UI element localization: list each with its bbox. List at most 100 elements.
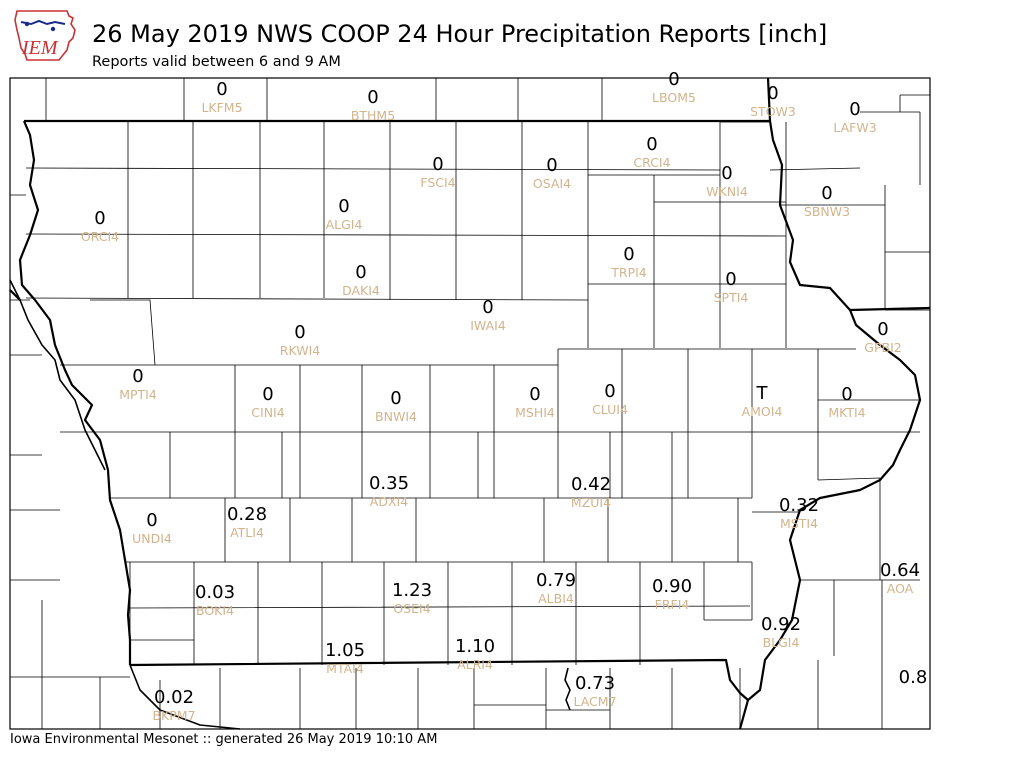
station-id: RKWI4 <box>280 343 320 358</box>
station-id: LKFM5 <box>201 100 242 115</box>
station-id: IWAI4 <box>470 318 506 333</box>
station-id: STOW3 <box>750 104 796 119</box>
station-id: MZUI4 <box>571 495 611 510</box>
station-id: UNDI4 <box>132 531 172 546</box>
station-id: LBOM5 <box>652 90 696 105</box>
station-value: 0 <box>646 134 657 155</box>
map-subtitle: Reports valid between 6 and 9 AM <box>92 54 341 70</box>
station-value: T <box>756 383 769 404</box>
station-id: GPBI2 <box>864 340 901 355</box>
station-value: 0 <box>390 388 401 409</box>
station-id: BTHM5 <box>351 108 395 123</box>
station-value: 0.8 <box>899 667 928 688</box>
station-value: 0.79 <box>536 570 576 591</box>
station-id: BOKI4 <box>196 603 234 618</box>
station-value: 0 <box>94 208 105 229</box>
station-value: 0 <box>721 163 732 184</box>
iem-logo: IEM <box>14 10 76 61</box>
state-boundaries <box>9 77 931 730</box>
station-id: OSEI4 <box>393 601 430 616</box>
map-title: 26 May 2019 NWS COOP 24 Hour Precipitati… <box>92 20 828 48</box>
station-id: ALGI4 <box>326 217 363 232</box>
station-value: 0 <box>821 183 832 204</box>
station-value: 0 <box>546 155 557 176</box>
station-value: 0 <box>432 154 443 175</box>
station-value: 0 <box>482 297 493 318</box>
station-value: 1.05 <box>325 640 365 661</box>
station-id: ORCI4 <box>81 229 119 244</box>
station-value: 0 <box>216 79 227 100</box>
station-value: 1.23 <box>392 580 432 601</box>
station-id: CLUI4 <box>592 402 628 417</box>
station-value: 0 <box>529 384 540 405</box>
rivers <box>9 279 571 730</box>
station-id: BNWI4 <box>375 409 417 424</box>
station-value: 0.73 <box>575 673 615 694</box>
station-id: CRCI4 <box>633 155 670 170</box>
station-id: MPTI4 <box>119 387 157 402</box>
station-value: 0.42 <box>571 474 611 495</box>
station-value: 0 <box>668 69 679 90</box>
svg-text:IEM: IEM <box>21 37 59 59</box>
station-value: 0 <box>604 381 615 402</box>
station-id: BKPM7 <box>152 708 195 723</box>
station-value: 0.03 <box>195 582 235 603</box>
county-boundaries <box>10 78 930 729</box>
station-value: 0.32 <box>779 495 819 516</box>
station-value: 0.90 <box>652 576 692 597</box>
station-value: 0 <box>262 384 273 405</box>
station-id: CINI4 <box>251 405 284 420</box>
station-id: ATLI4 <box>230 525 264 540</box>
station-value: 0.35 <box>369 473 409 494</box>
station-id: MKTI4 <box>828 405 865 420</box>
station-id: ALRI4 <box>457 657 493 672</box>
station-value: 0 <box>877 319 888 340</box>
station-id: AOA <box>887 581 914 596</box>
station-value: 0 <box>367 87 378 108</box>
station-id: ADXI4 <box>370 494 408 509</box>
station-id: LAFW3 <box>833 120 876 135</box>
station-id: TRPI4 <box>610 265 647 280</box>
station-value: 0 <box>725 269 736 290</box>
station-value: 0.64 <box>880 560 920 581</box>
station-id: AMOI4 <box>742 404 783 419</box>
station-id: OSAI4 <box>533 176 571 191</box>
station-id: MSHI4 <box>515 405 555 420</box>
station-id: DAKI4 <box>342 283 380 298</box>
station-value: 0 <box>355 262 366 283</box>
